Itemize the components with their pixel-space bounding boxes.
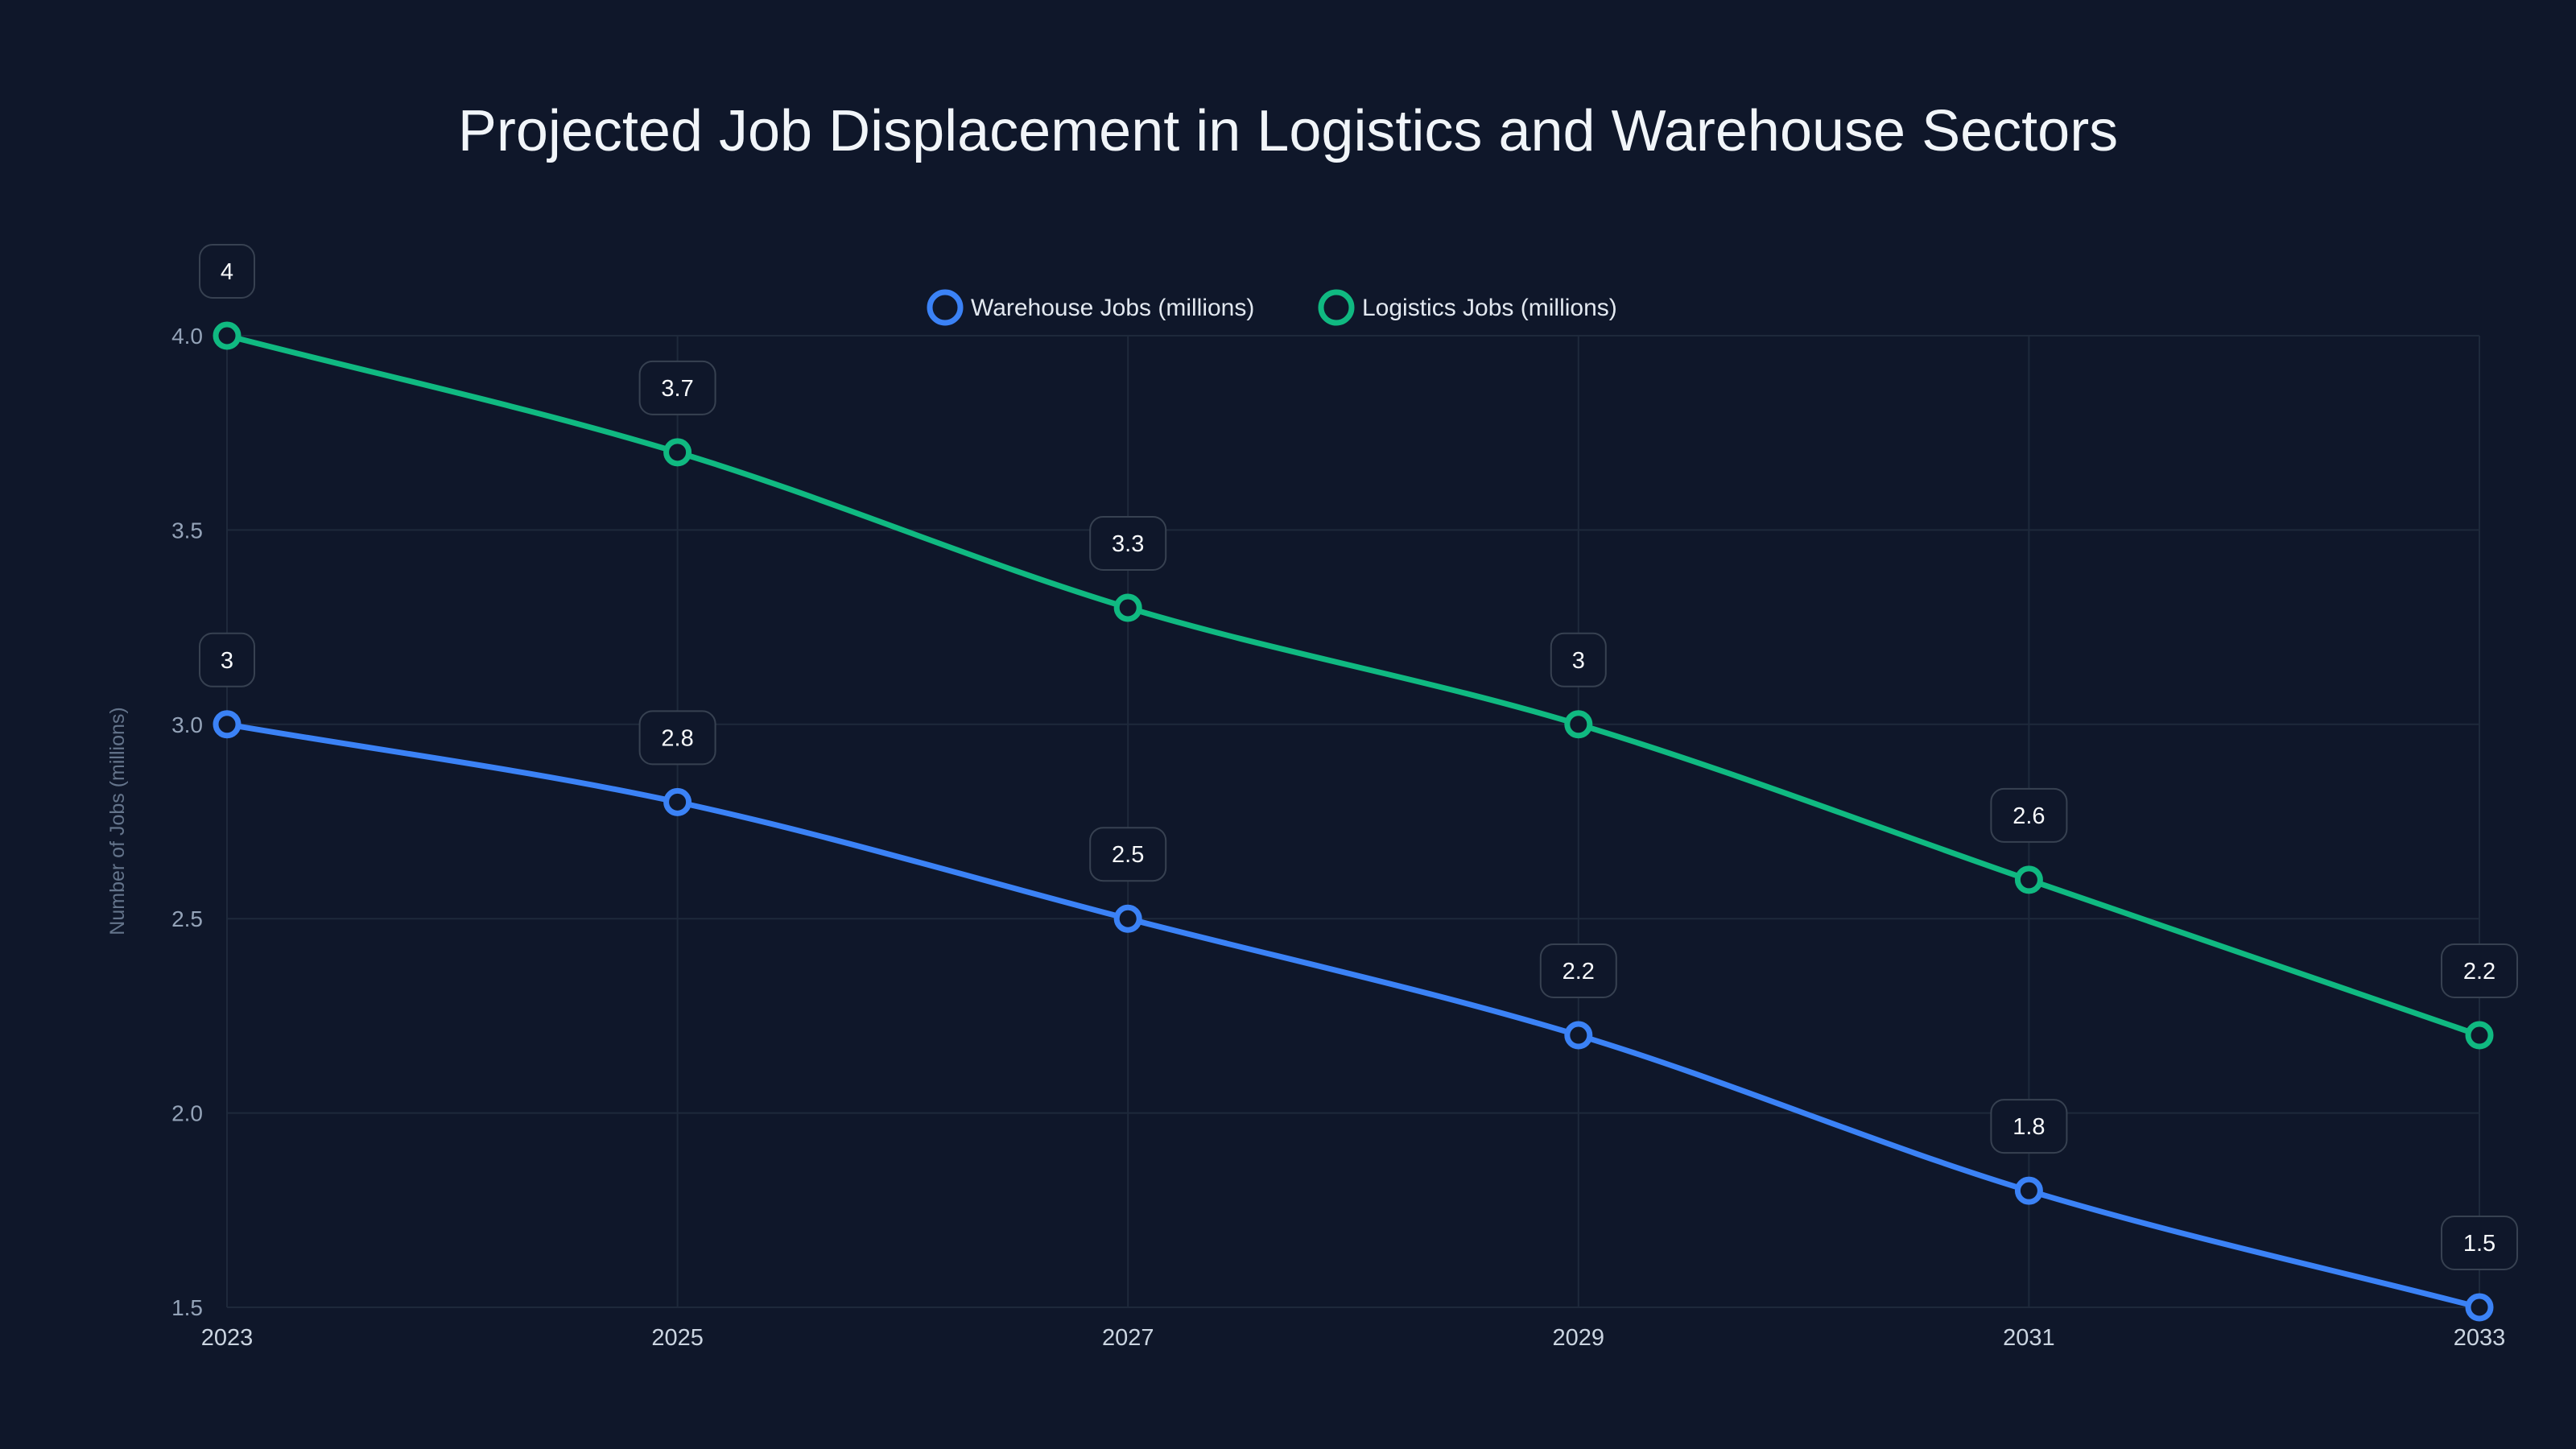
legend-marker-icon (927, 289, 964, 326)
data-label: 3 (221, 648, 233, 674)
data-point (213, 710, 242, 739)
x-tick-label: 2029 (1553, 1325, 1605, 1351)
data-label-box (638, 710, 716, 766)
y-tick-label: 1.5 (171, 1295, 203, 1320)
data-point (1113, 904, 1142, 933)
legend-label: Warehouse Jobs (millions) (971, 295, 1254, 321)
data-label: 2.2 (2463, 959, 2496, 985)
data-point (663, 787, 692, 816)
y-axis-label: Number of Jobs (millions) (106, 707, 129, 935)
series-line (226, 721, 2480, 1311)
data-label: 1.8 (2013, 1114, 2045, 1140)
x-tick-label: 2027 (1102, 1325, 1154, 1351)
data-label-box (199, 632, 255, 687)
data-label-box (1550, 632, 1607, 687)
data-label-box (2441, 1216, 2518, 1270)
data-point (1564, 710, 1593, 739)
data-label-box (2441, 943, 2518, 999)
data-label-box (1990, 1099, 2068, 1154)
data-point (1113, 593, 1142, 622)
chart-title: Projected Job Displacement in Logistics … (458, 99, 2118, 163)
data-point (2014, 1176, 2043, 1205)
data-label: 2.2 (1563, 959, 1595, 985)
data-label-box (1089, 827, 1167, 882)
x-tick-label: 2031 (2003, 1325, 2055, 1351)
x-tick-label: 2023 (201, 1325, 254, 1351)
x-tick-label: 2033 (2454, 1325, 2506, 1351)
data-point (2014, 865, 2043, 894)
data-point (1564, 1021, 1593, 1050)
legend-label: Logistics Jobs (millions) (1362, 295, 1617, 321)
y-tick-label: 2.0 (171, 1101, 203, 1126)
data-label-box (1990, 787, 2068, 843)
series-line (226, 332, 2481, 1038)
y-tick-label: 3.5 (171, 518, 203, 543)
data-label-box (199, 244, 255, 299)
data-label: 3 (1572, 648, 1585, 674)
data-label: 3.7 (661, 376, 693, 402)
data-label: 3.3 (1112, 531, 1144, 557)
data-label: 2.5 (1112, 842, 1144, 868)
data-label: 2.6 (2013, 803, 2045, 829)
data-point (2465, 1293, 2494, 1322)
y-tick-label: 3.0 (171, 712, 203, 737)
data-label-box (1539, 943, 1617, 999)
data-label-box (638, 360, 716, 415)
data-point (2465, 1021, 2494, 1050)
y-tick-label: 4.0 (171, 324, 203, 349)
data-point (663, 438, 692, 467)
data-point (213, 321, 242, 350)
data-label: 4 (221, 259, 233, 285)
data-label-box (1089, 515, 1167, 571)
data-label: 2.8 (661, 725, 693, 751)
legend-marker-icon (1318, 289, 1355, 326)
x-tick-label: 2025 (651, 1325, 704, 1351)
data-label: 1.5 (2463, 1231, 2496, 1257)
y-tick-label: 2.5 (171, 906, 203, 931)
